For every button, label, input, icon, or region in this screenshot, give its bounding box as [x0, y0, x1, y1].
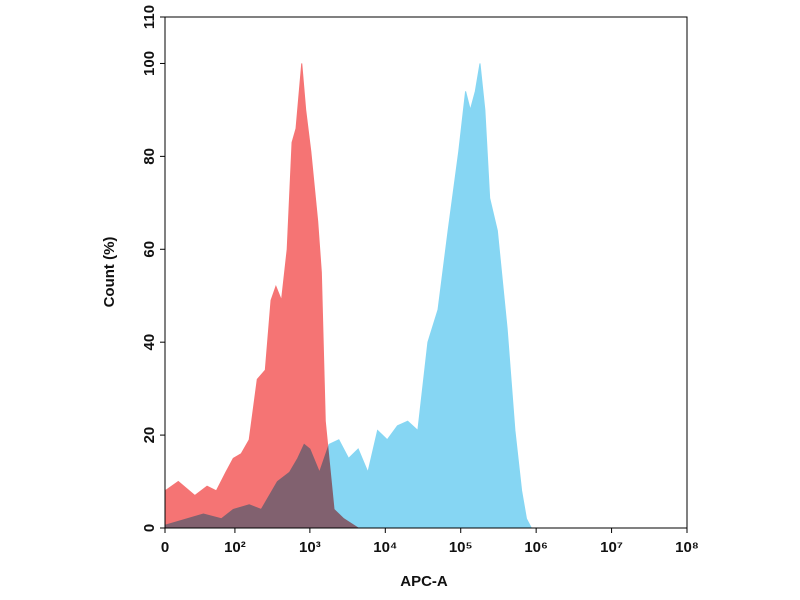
x-tick-label: 10⁵ — [449, 539, 473, 556]
areas — [164, 63, 533, 529]
x-tick-label: 10⁴ — [373, 539, 397, 556]
x-tick-label: 10⁷ — [600, 539, 623, 556]
x-tick-label: 10³ — [299, 539, 321, 556]
y-tick-label: 100 — [141, 51, 158, 76]
histogram-area — [164, 63, 360, 529]
x-tick-label: 0 — [161, 539, 169, 556]
x-tick-label: 10² — [224, 539, 246, 556]
x-tick-label: 10⁶ — [524, 539, 548, 556]
y-tick-label: 110 — [141, 5, 158, 29]
x-axis-label: APC-A — [400, 573, 448, 590]
y-tick-label: 20 — [141, 427, 158, 444]
y-axis-label: Count (%) — [101, 237, 118, 308]
y-tick-label: 40 — [141, 334, 158, 351]
histogram-area — [164, 63, 533, 529]
y-tick-label: 60 — [141, 241, 158, 258]
y-tick-label: 80 — [141, 148, 158, 165]
y-tick-label: 0 — [141, 524, 158, 532]
x-tick-label: 10⁸ — [675, 539, 699, 556]
